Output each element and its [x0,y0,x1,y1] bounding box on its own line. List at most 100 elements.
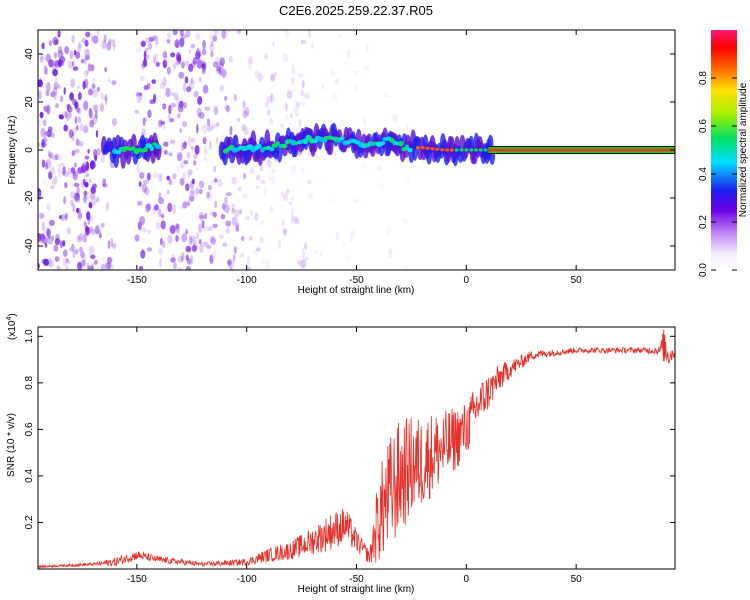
y-tick-label: 1.0 [24,329,35,343]
spectrogram-speckle [38,119,42,127]
spectrogram-speckle [158,191,162,200]
spectrogram-ridge-point [379,141,386,146]
spectrogram-speckle [185,30,191,38]
spectrogram-speckle [179,178,185,186]
spectrogram-speckle [48,59,54,68]
spectrogram-speckle [335,30,339,37]
spectrogram-speckle [206,191,211,199]
spectrogram-speckle [198,180,205,189]
spectrogram-speckle [179,37,185,48]
spectrogram-speckle [43,105,49,111]
spectrogram-ridge-point [416,146,420,150]
spectrogram-speckle [57,84,61,90]
spectrogram-speckle [209,140,212,150]
spectrogram-speckle [78,141,84,147]
spectrogram-speckle [86,262,90,269]
spectrogram-speckle [140,128,147,137]
spectrogram-speckle [162,51,168,59]
spectrogram-speckle [101,256,106,263]
spectrogram-speckle [160,220,166,230]
spectrogram-speckle [58,114,64,120]
spectrogram-ridge-point [269,147,275,152]
spectrogram-speckle [190,79,196,84]
spectrogram-speckle [177,255,183,263]
spectrogram-speckle [270,92,273,102]
spectrogram-speckle [41,221,46,231]
spectrogram-speckle [73,49,77,56]
spectrogram-speckle [191,137,196,143]
spectrogram-speckle [175,223,179,230]
spectrogram-speckle [265,110,270,117]
spectrogram-speckle [107,256,112,265]
spectrogram-speckle [271,168,276,174]
spectrogram-speckle [264,53,268,60]
spectrogram-speckle [60,56,66,63]
spectrogram-speckle [297,73,304,78]
spectrogram-speckle [57,30,61,38]
spectrogram-speckle [79,233,83,242]
spectrogram-speckle [55,102,59,109]
spectrogram-speckle [338,33,343,39]
spectrogram-speckle [219,57,225,66]
spectrogram-speckle [67,260,71,265]
spectrogram-speckle [64,213,68,220]
spectrogram-speckle [107,240,111,250]
spectrogram-speckle [290,216,295,224]
spectrogram-speckle [135,91,140,98]
spectrogram-speckle [139,172,145,179]
spectrogram-speckle [215,136,219,145]
spectrogram-speckle [92,88,96,94]
spectrogram-speckle [163,141,169,147]
spectrogram-speckle [286,90,293,99]
spectrogram-speckle [49,219,55,226]
spectrogram-ridge-point [430,147,435,151]
spectrogram-speckle [87,149,90,154]
spectrogram-speckle [175,235,179,242]
spectrogram-speckle [295,101,300,108]
spectrogram-speckle [196,186,199,196]
spectrogram-speckle [92,183,97,189]
spectrogram-speckle [198,211,204,222]
spectrogram-speckle [292,216,299,222]
spectrogram-speckle [74,116,78,125]
spectrogram-speckle [162,76,167,86]
spectrogram-speckle [255,175,261,181]
spectrogram-speckle [383,92,390,99]
spectrogram-speckle [302,80,305,89]
spectrogram-speckle [340,118,344,127]
spectrogram-speckle [100,92,105,100]
snr-marks [38,329,675,569]
spectrogram-speckle [50,166,55,175]
spectrogram-speckle [201,69,206,75]
spectrogram-speckle [293,112,300,117]
spectrogram-line-core [488,148,675,152]
spectrogram-speckle [176,97,180,108]
spectrogram-speckle [162,103,167,110]
spectrogram-speckle [105,262,112,270]
spectrogram-speckle [284,30,290,38]
spectrogram-speckle [47,236,53,245]
spectrogram-speckle [201,241,207,248]
spectrogram-speckle [321,83,325,91]
spectrogram-speckle [143,58,147,67]
spectrogram-speckle [140,249,146,259]
spectrogram-speckle [143,50,147,61]
spectrogram-speckle [75,138,80,147]
spectrogram-speckle [63,124,68,132]
svg-text:(x104): (x104) [6,313,18,340]
spectrogram-speckle [273,71,278,77]
spectrogram-speckle [242,100,246,109]
spectrogram-speckle [249,167,255,175]
spectrogram-speckle [104,96,108,106]
spectrogram-speckle [81,259,86,267]
spectrogram-speckle [183,102,187,109]
spectrogram-speckle [182,82,187,92]
spectrogram-speckle [82,161,88,167]
spectrogram-speckle [267,108,271,116]
spectrogram-speckle [166,189,170,195]
spectrogram-speckle [300,259,306,269]
spectrogram-speckle [53,82,59,90]
spectrogram-ridge-point [469,148,474,152]
spectrogram-speckle [199,112,205,119]
spectrogram-speckle [197,49,200,55]
